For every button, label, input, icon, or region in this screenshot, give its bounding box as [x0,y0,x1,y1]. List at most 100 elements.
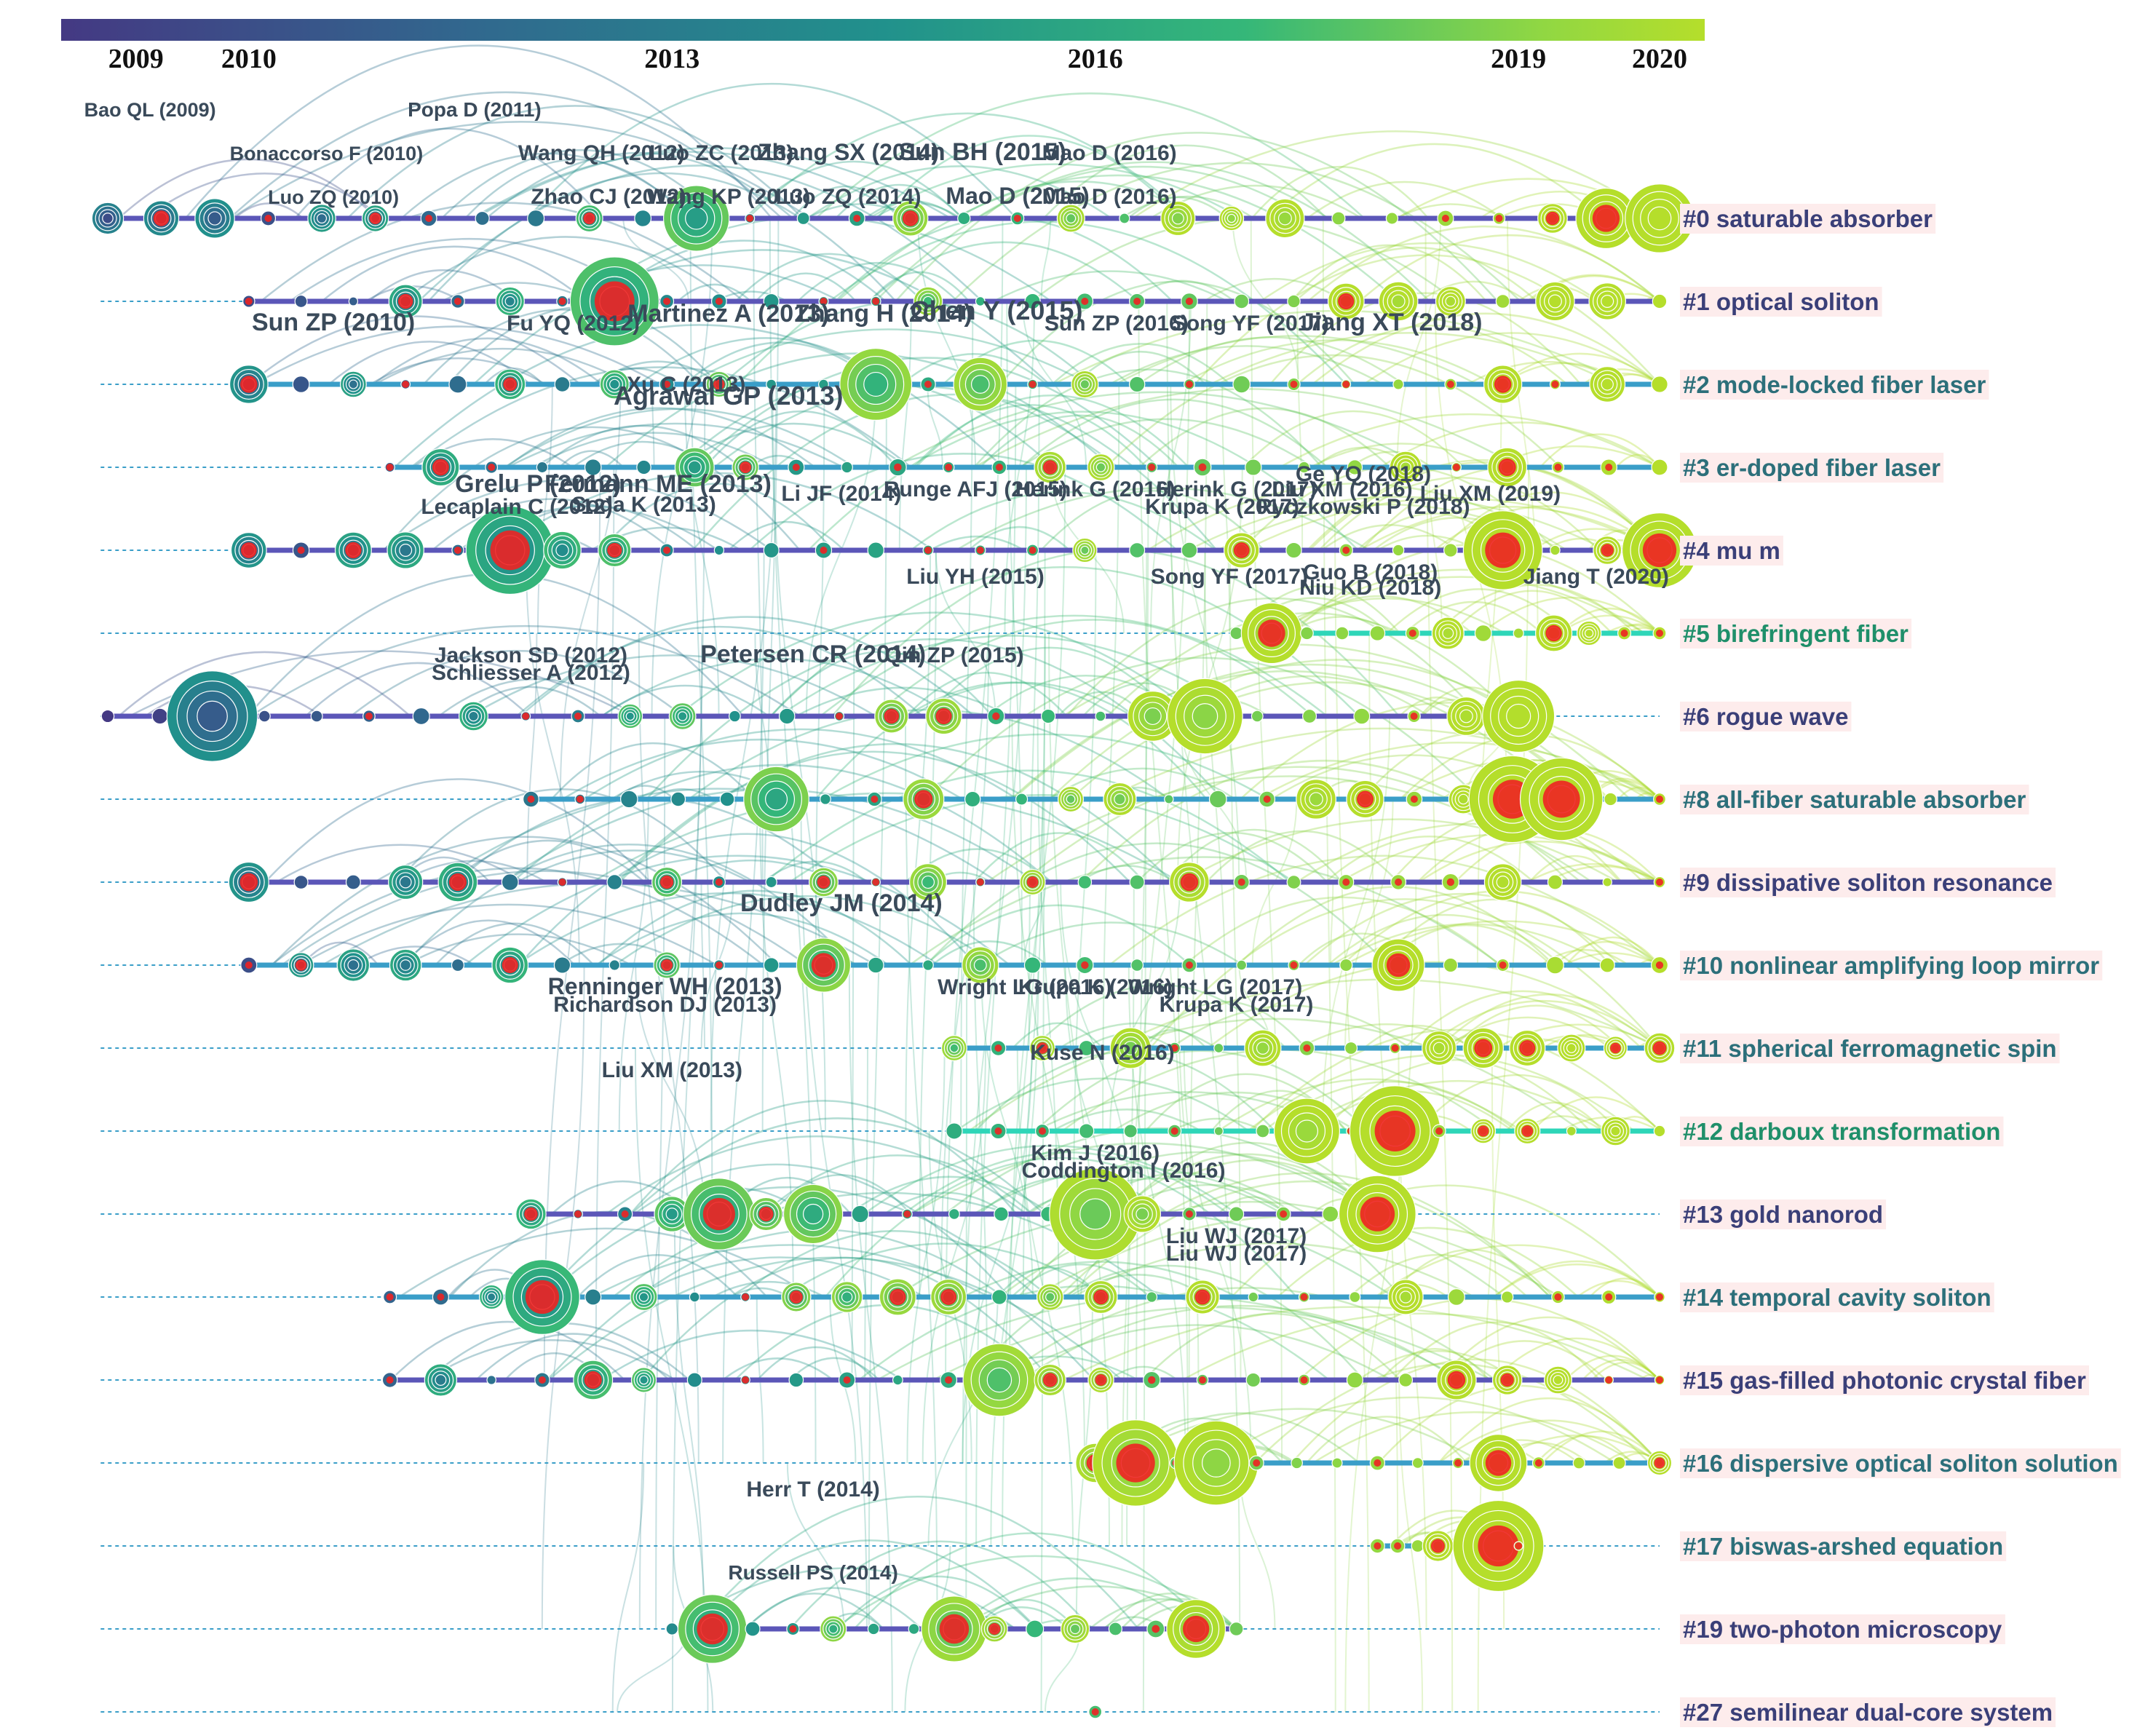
reference-node[interactable] [1543,1365,1572,1395]
reference-node[interactable] [1547,874,1564,890]
reference-node[interactable] [1588,282,1627,320]
reference-node[interactable] [609,959,621,971]
reference-node[interactable] [573,1360,614,1400]
reference-node[interactable] [451,958,465,972]
reference-node[interactable] [475,210,490,226]
reference-node[interactable] [1298,1373,1311,1387]
reference-node[interactable] [100,709,115,723]
reference-node[interactable] [839,348,913,421]
reference-node[interactable] [504,1259,580,1335]
reference-node[interactable] [796,211,810,226]
reference-node[interactable] [1049,1167,1142,1261]
reference-node[interactable] [820,793,831,805]
reference-node[interactable] [1208,790,1227,809]
reference-node[interactable] [151,707,169,725]
reference-node[interactable] [867,1622,880,1635]
reference-node[interactable] [412,707,430,726]
reference-node[interactable] [1088,1705,1103,1719]
reference-node[interactable] [1265,198,1305,239]
reference-node[interactable] [1407,709,1421,723]
reference-node[interactable] [1288,959,1300,972]
reference-node[interactable] [458,701,489,731]
reference-node[interactable] [1078,1039,1095,1057]
reference-node[interactable] [908,1623,920,1635]
reference-node[interactable] [1452,1499,1545,1593]
reference-node[interactable] [705,370,733,398]
reference-node[interactable] [1072,537,1098,563]
reference-node[interactable] [1331,211,1346,226]
reference-node[interactable] [573,1209,583,1219]
reference-node[interactable] [294,294,308,309]
reference-node[interactable] [1236,959,1248,971]
reference-node[interactable] [732,453,759,481]
reference-node[interactable] [1084,1280,1118,1314]
reference-node[interactable] [1296,779,1336,820]
reference-node[interactable] [362,710,376,723]
reference-node[interactable] [1213,1042,1224,1054]
reference-node[interactable] [713,959,725,971]
reference-node[interactable] [1078,1123,1095,1139]
reference-node[interactable] [781,1282,812,1312]
reference-node[interactable] [1015,793,1029,806]
reference-node[interactable] [534,1372,550,1388]
reference-node[interactable] [432,1288,449,1306]
reference-node[interactable] [962,946,999,984]
reference-node[interactable] [867,956,884,974]
reference-node[interactable] [1604,792,1617,806]
reference-node[interactable] [388,864,424,900]
reference-node[interactable] [1228,1206,1245,1222]
reference-node[interactable] [1411,1457,1424,1469]
reference-node[interactable] [1462,1027,1504,1069]
reference-node[interactable] [1322,1205,1339,1223]
reference-node[interactable] [261,210,277,226]
reference-node[interactable] [1625,183,1695,253]
reference-node[interactable] [1173,1420,1259,1506]
reference-node[interactable] [922,959,934,971]
reference-node[interactable] [879,1278,916,1316]
reference-node[interactable] [501,873,519,891]
reference-node[interactable] [1168,1042,1181,1055]
reference-node[interactable] [388,284,423,319]
reference-node[interactable] [815,542,833,559]
reference-node[interactable] [833,710,845,722]
reference-node[interactable] [634,210,652,227]
reference-node[interactable] [1551,461,1565,474]
reference-node[interactable] [569,256,659,346]
reference-node[interactable] [1341,379,1352,389]
reference-node[interactable] [1451,461,1462,473]
reference-node[interactable] [1593,536,1622,565]
reference-node[interactable] [745,213,756,224]
reference-node[interactable] [1128,376,1146,393]
reference-node[interactable] [1604,1375,1614,1385]
reference-node[interactable] [228,861,269,903]
reference-node[interactable] [486,1375,496,1385]
reference-node[interactable] [636,459,651,475]
reference-node[interactable] [1602,877,1612,887]
reference-node[interactable] [310,710,323,723]
reference-node[interactable] [1123,1124,1138,1138]
reference-node[interactable] [1213,1126,1224,1136]
reference-node[interactable] [1193,458,1212,477]
reference-node[interactable] [940,1371,958,1389]
reference-node[interactable] [713,544,725,556]
reference-node[interactable] [1435,285,1466,317]
reference-node[interactable] [677,1594,748,1664]
reference-node[interactable] [1369,625,1386,641]
reference-node[interactable] [1184,378,1195,390]
reference-node[interactable] [1651,376,1668,393]
reference-node[interactable] [437,862,478,903]
reference-node[interactable] [867,542,884,559]
reference-node[interactable] [1369,1455,1385,1471]
reference-node[interactable] [619,790,638,809]
reference-node[interactable] [659,293,675,309]
reference-node[interactable] [818,378,829,390]
reference-node[interactable] [1646,1450,1673,1476]
reference-node[interactable] [651,866,683,898]
reference-node[interactable] [1010,211,1025,226]
reference-node[interactable] [1299,1040,1315,1056]
reference-node[interactable] [1143,1371,1161,1389]
reference-node[interactable] [903,778,945,820]
reference-node[interactable] [1181,957,1197,973]
reference-node[interactable] [617,703,643,729]
reference-node[interactable] [763,957,780,973]
